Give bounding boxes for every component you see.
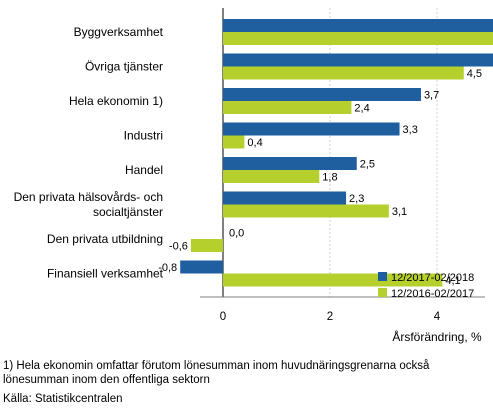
data-label: 1,8: [322, 172, 337, 184]
category-label: Handel: [125, 163, 163, 177]
category-label: Industri: [124, 129, 163, 143]
category-label: Finansiell verksamhet: [47, 267, 164, 281]
data-label: 2,4: [354, 103, 369, 115]
category-labels: Byggverksamhet Övriga tjänster Hela ekonom…: [14, 25, 164, 281]
x-axis: 02468Årsförändring, %: [200, 296, 485, 344]
data-label: 0,0: [229, 228, 244, 240]
source-note: Källa: Statistikcentralen: [3, 393, 123, 405]
bar: [190, 239, 223, 252]
category-label: Övriga tjänster: [85, 60, 163, 74]
legend-label: 12/2016-02/2017: [391, 288, 474, 300]
grid-lines: [222, 8, 438, 297]
bars: [180, 19, 493, 287]
legend: 12/2017-02/2018 12/2016-02/2017: [378, 272, 474, 300]
bar: [223, 88, 421, 101]
bar: [223, 157, 357, 170]
bar: [223, 53, 493, 67]
data-label: 0,4: [247, 137, 262, 149]
bar: [223, 101, 352, 114]
x-axis-title: Årsförändring, %: [392, 329, 482, 344]
value-labels: 7,88,66,64,53,72,43,30,42,51,82,33,10,0-…: [158, 68, 482, 287]
category-label: Hela ekonomin 1): [69, 94, 163, 108]
data-label: 4,1: [445, 275, 460, 287]
category-label: Den privata hälsovårds- och socialtjänste…: [14, 190, 163, 219]
bar: [223, 122, 400, 136]
data-label: 2,3: [349, 193, 364, 205]
bar: [223, 66, 464, 80]
bar: [223, 204, 389, 218]
x-tick-label: 2: [327, 311, 333, 323]
bar-chart: Byggverksamhet Övriga tjänster Hela ekonom…: [14, 8, 493, 344]
legend-label: 12/2017-02/2018: [391, 272, 474, 284]
bar: [223, 170, 320, 183]
bar: [180, 260, 223, 274]
legend-swatch: [378, 288, 387, 297]
data-label: 3,7: [424, 90, 439, 102]
category-label: Byggverksamhet: [74, 25, 164, 39]
footnote: 1) Hela ekonomin omfattar förutom lönesu…: [3, 360, 430, 386]
x-tick-label: 0: [220, 311, 226, 323]
bar: [223, 32, 493, 45]
bar: [223, 19, 493, 32]
bar: [223, 135, 245, 149]
data-label: 2,5: [360, 159, 375, 171]
x-tick-label: 4: [434, 311, 441, 323]
data-label: 3,1: [392, 206, 407, 218]
data-label: -0,8: [158, 262, 177, 274]
data-label: -0,6: [169, 241, 188, 253]
bar: [223, 273, 443, 287]
category-label: Den privata utbildning: [47, 232, 163, 246]
data-label: 4,5: [467, 68, 482, 80]
legend-swatch: [378, 272, 387, 281]
bar: [223, 191, 347, 205]
data-label: 3,3: [403, 124, 418, 136]
